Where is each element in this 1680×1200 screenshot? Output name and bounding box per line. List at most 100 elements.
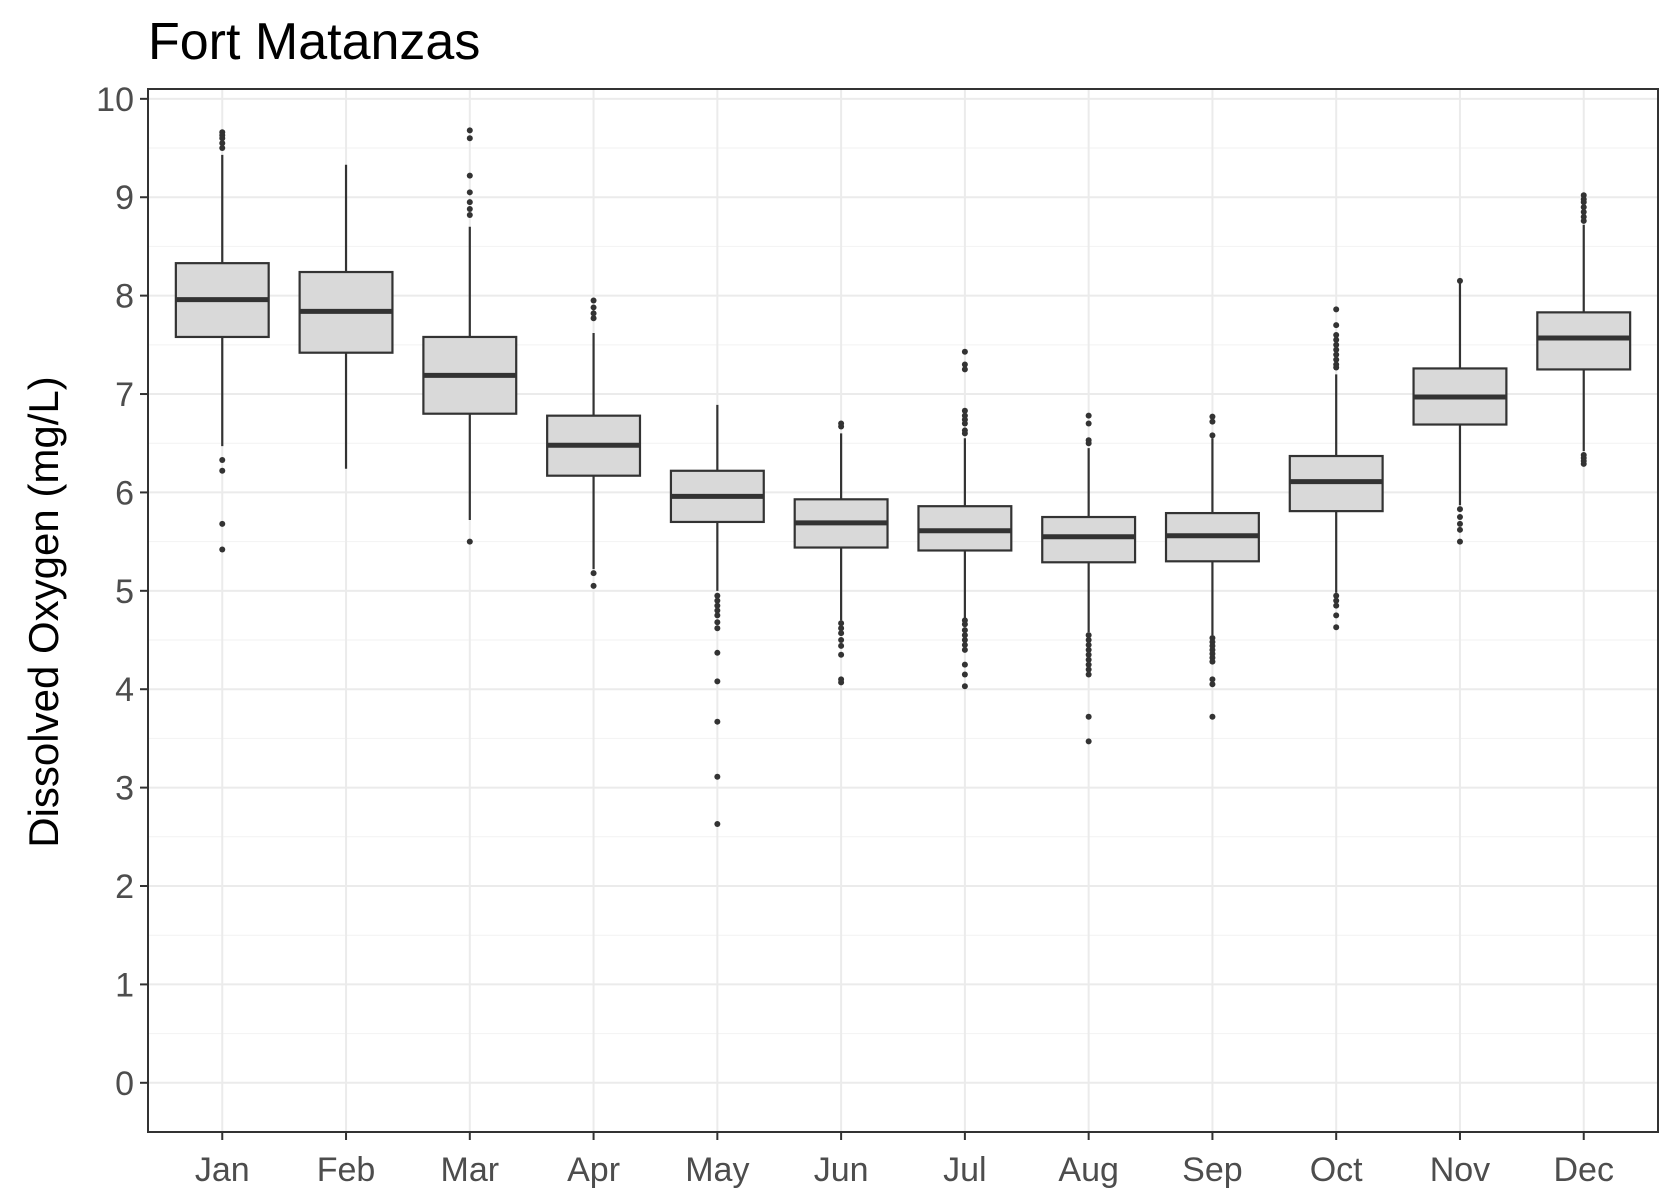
outlier-point <box>838 630 845 637</box>
outlier-point <box>838 679 845 686</box>
chart-title: Fort Matanzas <box>148 13 480 71</box>
outlier-point <box>1085 420 1092 427</box>
outlier-point <box>1209 676 1216 683</box>
outlier-point <box>714 625 721 632</box>
box-iqr <box>1536 311 1632 371</box>
outlier-point <box>714 612 721 619</box>
outlier-point <box>714 607 721 614</box>
box-iqr <box>1041 515 1137 564</box>
y-tick-label: 8 <box>115 278 134 316</box>
x-tick-label: Jul <box>943 1151 986 1189</box>
outlier-point <box>1333 351 1340 358</box>
outlier-point <box>1085 637 1092 644</box>
x-tick-label: Apr <box>567 1151 620 1189</box>
y-tick-label: 3 <box>115 770 134 808</box>
outlier-point <box>1209 713 1216 720</box>
outlier-point <box>1580 199 1587 206</box>
outlier-point <box>466 199 473 206</box>
outlier-point <box>961 661 968 668</box>
outlier-point <box>1085 646 1092 653</box>
outlier-point <box>1456 514 1463 521</box>
outlier-point <box>1580 460 1587 467</box>
outlier-point <box>1209 413 1216 420</box>
x-tick-label: Aug <box>1058 1151 1119 1189</box>
outlier-point <box>1333 341 1340 348</box>
box-aug <box>1041 412 1137 745</box>
outlier-point <box>838 423 845 430</box>
grid-lines <box>148 89 1658 1132</box>
outlier-point <box>466 189 473 196</box>
box-jul <box>917 348 1013 690</box>
outlier-point <box>590 582 597 589</box>
outlier-point <box>1085 661 1092 668</box>
outlier-point <box>1085 713 1092 720</box>
y-axis: 0 1 2 3 4 5 6 7 8 9 10 <box>96 81 148 1103</box>
y-tick-label: 9 <box>115 179 134 217</box>
outlier-point <box>838 637 845 644</box>
y-tick-label: 10 <box>96 81 134 119</box>
outlier-point <box>714 602 721 609</box>
box-jan <box>174 129 270 553</box>
outlier-point <box>590 304 597 311</box>
outlier-point <box>714 821 721 828</box>
outlier-point <box>961 361 968 368</box>
outlier-point <box>961 430 968 437</box>
outlier-point <box>714 619 721 626</box>
y-axis-label: Dissolved Oxygen (mg/L) <box>20 376 67 848</box>
box-nov <box>1412 277 1508 545</box>
outlier-point <box>1085 632 1092 639</box>
outlier-point <box>1085 656 1092 663</box>
outlier-point <box>961 671 968 678</box>
outlier-point <box>590 570 597 577</box>
outlier-point <box>1333 306 1340 313</box>
outlier-point <box>1580 208 1587 215</box>
outlier-point <box>1209 418 1216 425</box>
outlier-point <box>590 315 597 322</box>
box-oct <box>1288 306 1384 631</box>
box-mar <box>422 127 518 545</box>
outlier-point <box>219 467 226 474</box>
outlier-point <box>466 206 473 213</box>
outlier-point <box>466 538 473 545</box>
x-tick-label: Mar <box>441 1151 500 1189</box>
x-tick-label: Jan <box>195 1151 250 1189</box>
outlier-point <box>1333 364 1340 371</box>
y-tick-label: 4 <box>115 671 134 709</box>
outlier-point <box>219 456 226 463</box>
x-tick-label: Jun <box>814 1151 869 1189</box>
x-axis: Jan Feb Mar Apr May Jun Jul Aug Sep Oct Nov Dec <box>195 1132 1614 1189</box>
outlier-point <box>1456 520 1463 527</box>
y-tick-label: 2 <box>115 868 134 906</box>
outlier-point <box>961 621 968 628</box>
outlier-point <box>219 546 226 553</box>
outlier-point <box>466 211 473 218</box>
outlier-point <box>1085 738 1092 745</box>
outlier-point <box>466 127 473 134</box>
outlier-point <box>714 649 721 656</box>
outlier-point <box>219 135 226 142</box>
outlier-point <box>1085 412 1092 419</box>
outlier-point <box>466 172 473 179</box>
outlier-point <box>1456 506 1463 513</box>
box-apr <box>546 297 642 589</box>
y-tick-label: 1 <box>115 966 134 1004</box>
outlier-point <box>714 597 721 604</box>
outlier-point <box>1085 671 1092 678</box>
outlier-point <box>1085 641 1092 648</box>
outlier-point <box>1333 612 1340 619</box>
x-tick-label: May <box>685 1151 749 1189</box>
outlier-point <box>1085 666 1092 673</box>
y-tick-label: 7 <box>115 376 134 414</box>
outlier-point <box>838 651 845 658</box>
box-jun <box>793 420 889 686</box>
plot-background <box>148 89 1658 1132</box>
x-tick-label: Dec <box>1554 1151 1614 1189</box>
outlier-point <box>1209 658 1216 665</box>
outlier-point <box>219 520 226 527</box>
outlier-point <box>961 637 968 644</box>
outlier-point <box>1333 346 1340 353</box>
outlier-point <box>838 620 845 627</box>
outlier-point <box>714 592 721 599</box>
outlier-point <box>961 627 968 634</box>
